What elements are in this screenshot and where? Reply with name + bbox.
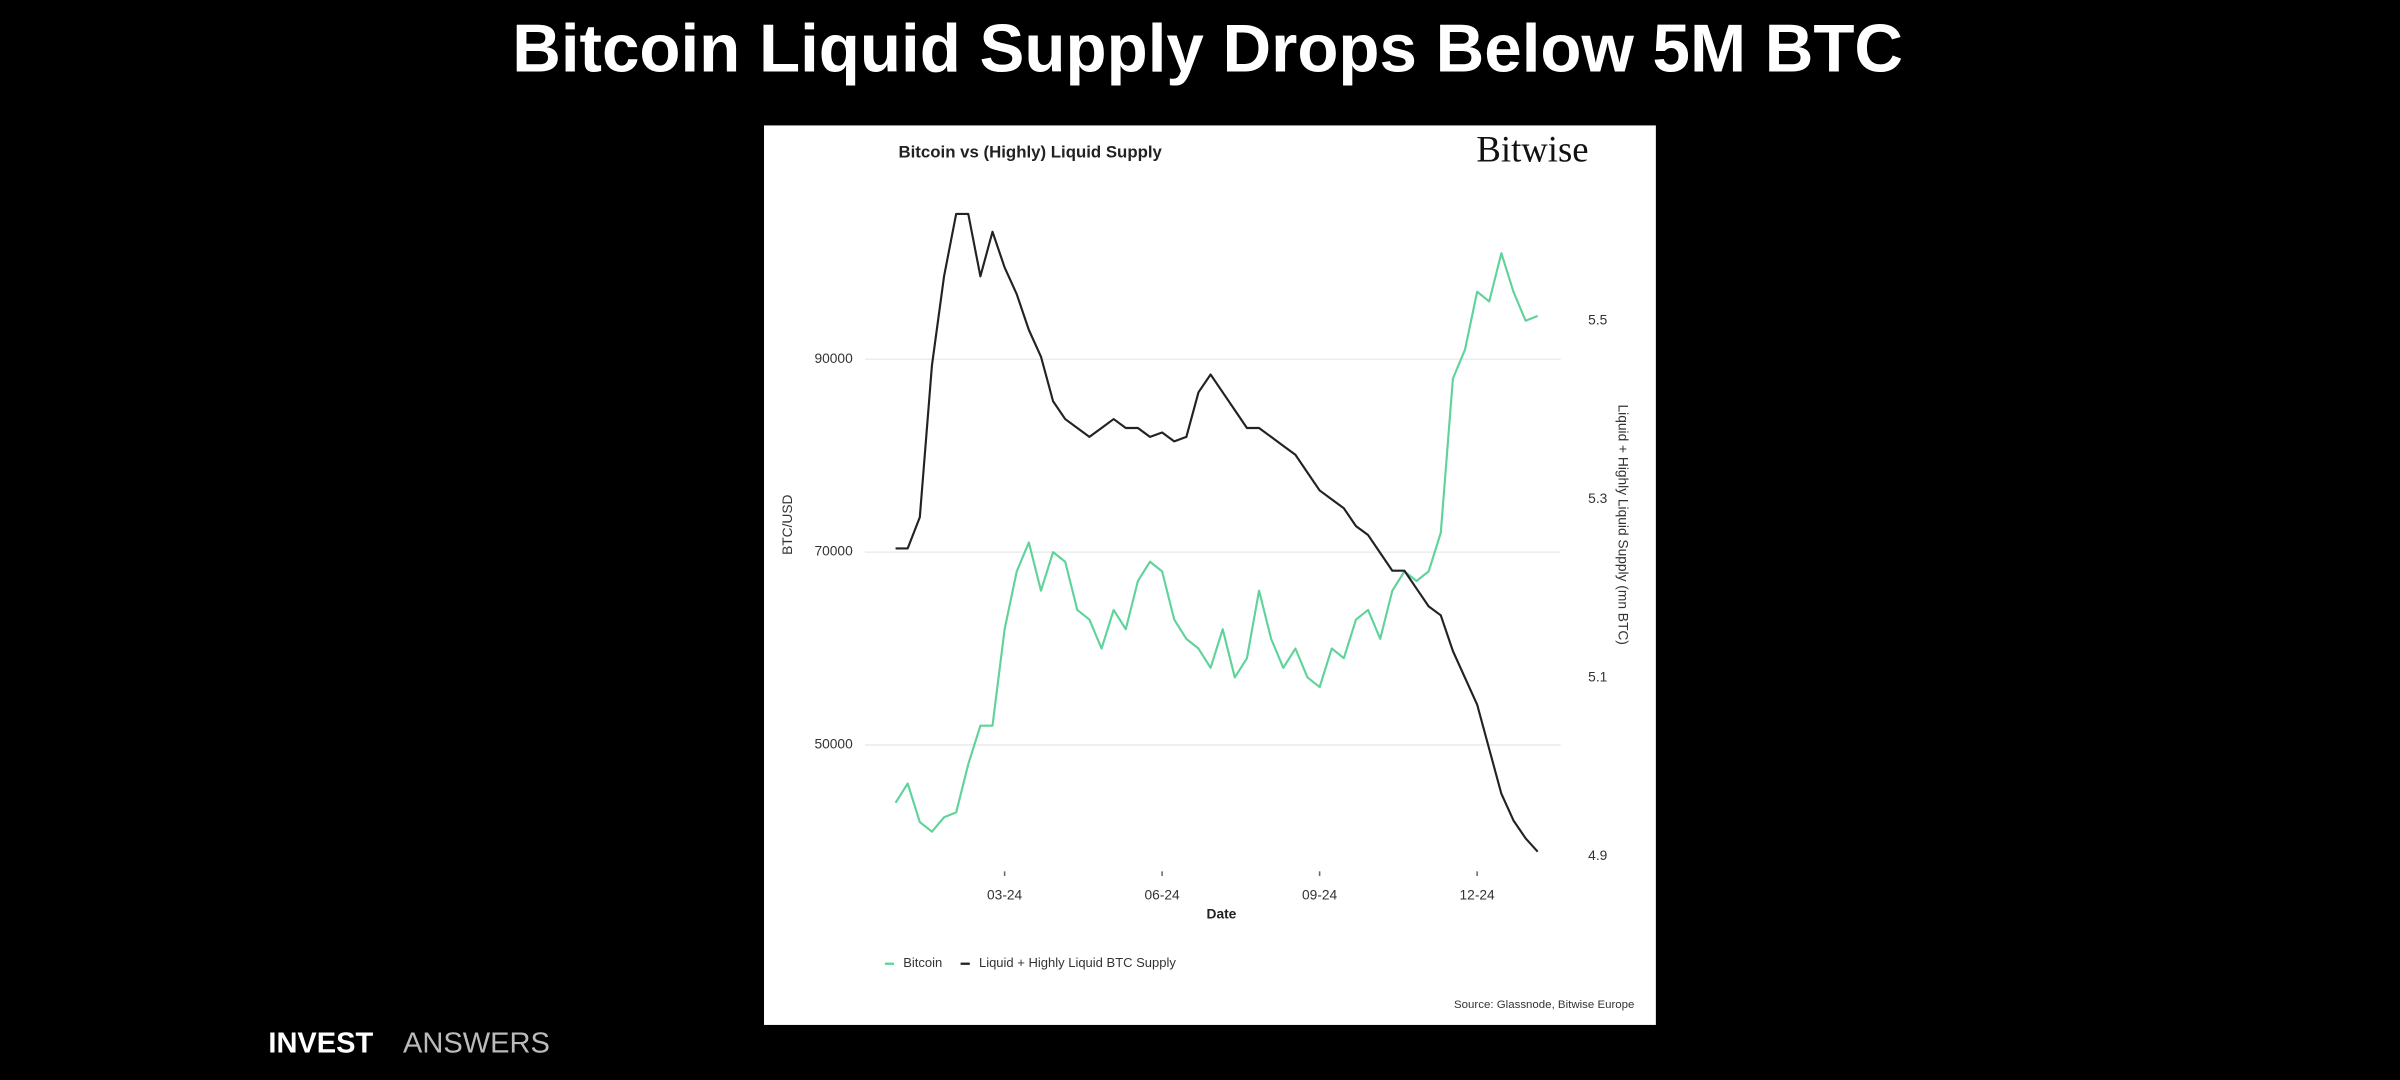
- y-tick-label: 70000: [814, 544, 853, 559]
- series-line: [895, 212, 1539, 853]
- y-tick-label: 90000: [814, 351, 853, 366]
- y-axis-label: BTC/USD: [780, 494, 795, 554]
- logo: Bitwise: [1476, 128, 1588, 169]
- legend-label: Liquid + Highly Liquid BTC Supply: [979, 955, 1176, 970]
- legend-label: Bitcoin: [903, 955, 942, 970]
- y2-axis-label: Liquid + Highly Liquid Supply (mn BTC): [1616, 405, 1631, 645]
- page-title: Bitcoin Liquid Supply Drops Below 5M BTC: [512, 11, 1903, 86]
- y-tick-label: 50000: [814, 737, 853, 752]
- x-tick-label: 03-24: [987, 887, 1023, 902]
- brand-invest: INVEST: [268, 1027, 373, 1059]
- y2-tick-label: 5.5: [1588, 313, 1607, 328]
- source-note: Source: Glassnode, Bitwise Europe: [1454, 999, 1634, 1011]
- y2-tick-label: 4.9: [1588, 848, 1607, 863]
- chart-panel: [764, 125, 1656, 1025]
- y2-tick-label: 5.1: [1588, 669, 1607, 684]
- x-tick-label: 06-24: [1145, 887, 1181, 902]
- x-axis-label: Date: [1207, 906, 1237, 921]
- series-line: [894, 252, 1539, 833]
- chart-title: Bitcoin vs (Highly) Liquid Supply: [898, 142, 1162, 161]
- x-tick-label: 12-24: [1460, 887, 1496, 902]
- brand-answers: ANSWERS: [403, 1027, 550, 1059]
- y2-tick-label: 5.3: [1588, 491, 1607, 506]
- x-tick-label: 09-24: [1302, 887, 1338, 902]
